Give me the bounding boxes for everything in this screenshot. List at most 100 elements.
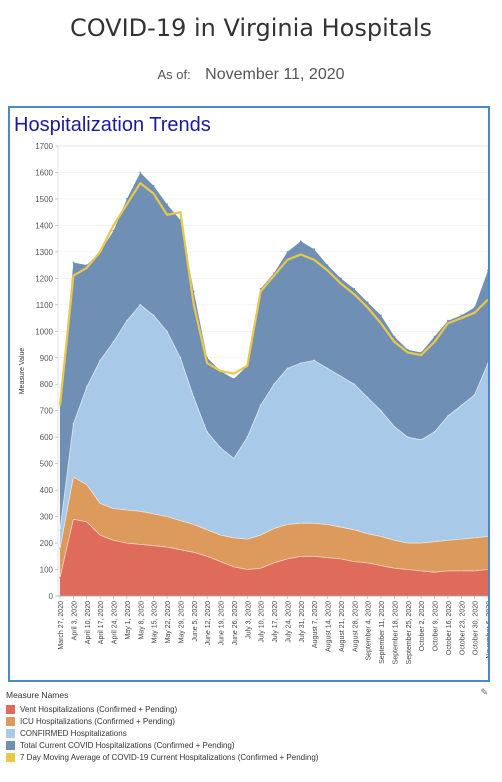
legend-label: Vent Hospitalizations (Confirmed + Pendi… [20,704,178,714]
x-tick-label: October 23, 2020 [459,601,466,655]
x-tick-label: September 11, 2020 [379,601,386,664]
y-tick-label: 900 [40,354,54,363]
x-tick-label: May 8, 2020 [138,601,145,640]
series-edge [59,304,488,530]
data-point [72,261,75,264]
y-tick-label: 1300 [35,248,53,257]
legend-swatch [6,704,15,714]
data-point [433,335,436,338]
data-point [286,251,289,253]
legend-label: CONFIRMED Hospitalizations [20,728,127,738]
x-tick-label: April 10, 2020 [85,601,92,644]
x-tick-label: October 30, 2020 [473,601,480,655]
data-point [166,203,168,206]
y-tick-label: 0 [49,592,54,601]
x-tick-label: July 3, 2020 [245,601,252,639]
x-tick-label: October 2, 2020 [419,601,426,651]
x-tick-label: July 10, 2020 [259,601,266,643]
data-point [259,288,262,290]
data-point [447,319,449,322]
legend-title: Measure Names [6,690,69,700]
data-point [487,269,488,272]
y-tick-label: 1500 [35,195,53,204]
x-tick-label: August 21, 2020 [339,601,346,652]
x-tick-label: July 31, 2020 [299,601,306,643]
as-of-date: November 11, 2020 [205,66,345,83]
legend-swatch [6,716,15,726]
y-tick-label: 1600 [35,168,53,177]
legend-swatch [6,740,15,750]
legend-label: Total Current COVID Hospitalizations (Co… [20,740,235,750]
as-of-label: As of: [157,67,191,82]
data-point [112,229,115,232]
y-tick-label: 600 [40,433,54,442]
data-point [473,306,476,309]
moving-average-line [58,182,488,406]
data-point [192,290,195,293]
y-tick-label: 400 [40,486,54,495]
y-tick-label: 1100 [36,301,54,310]
data-point [152,184,155,187]
as-of-row: As of: November 11, 2020 [0,66,502,84]
x-tick-label: June 19, 2020 [219,601,226,645]
x-tick-label: June 12, 2020 [205,601,212,645]
data-point [460,314,463,317]
x-tick-label: September 18, 2020 [392,601,399,665]
y-tick-label: 200 [40,539,54,548]
y-tick-label: 1400 [35,221,53,230]
x-tick-label: June 26, 2020 [232,601,239,645]
x-tick-label: July 17, 2020 [272,601,279,643]
legend-label: ICU Hospitalizations (Confirmed + Pendin… [20,716,175,726]
x-tick-label: October 16, 2020 [446,601,453,655]
x-tick-label: August 7, 2020 [312,601,319,648]
x-tick-label: November 6, 2020 [486,601,488,659]
x-tick-label: April 17, 2020 [98,601,105,644]
y-tick-label: 300 [40,513,54,522]
data-point [406,348,409,351]
x-tick-label: September 4, 2020 [366,601,373,661]
hospitalization-trends-panel: Hospitalization Trends 0 100 200 300 400 500 6… [8,106,490,682]
x-tick-label: March 27, 2020 [58,601,65,650]
data-point [353,288,356,290]
data-point [139,171,142,174]
data-point [340,277,342,280]
x-tick-label: May 1, 2020 [125,601,132,640]
x-tick-label: May 15, 2020 [152,601,159,644]
x-tick-label: July 24, 2020 [285,601,292,643]
data-point [233,378,235,380]
data-point [393,335,396,338]
data-point [299,240,302,243]
page-title: COVID-19 in Virginia Hospitals [69,14,433,42]
y-tick-label: 1000 [35,327,53,336]
data-point [380,314,382,317]
x-tick-label: April 24, 2020 [112,601,119,644]
y-tick-label: 700 [40,407,54,416]
legend-item[interactable]: Total Current COVID Hospitalizations (Co… [6,739,496,751]
hospitalization-chart[interactable]: 0 100 200 300 400 500 600 700 800 900 1000 1100 1200… [10,108,488,680]
panel-title: Hospitalization Trends [14,114,211,136]
y-tick-label: 800 [40,380,54,389]
y-tick-label: 100 [40,566,54,575]
area-series [60,519,488,596]
legend-item[interactable]: Vent Hospitalizations (Confirmed + Pendi… [6,703,496,715]
data-point [126,198,128,200]
y-tick-label: 500 [40,460,54,469]
data-point [366,301,369,304]
x-tick-label: August 14, 2020 [326,601,333,652]
x-tick-label: May 29, 2020 [178,601,185,644]
series-edge [59,518,488,578]
legend-swatch [6,728,15,738]
x-tick-label: June 5, 2020 [192,601,199,642]
legend-item[interactable]: 7 Day Moving Average of COVID-19 Current… [6,751,496,763]
data-point [313,248,315,251]
legend: Measure Names Vent Hospitalizations (Con… [6,690,496,763]
series-edge [59,476,488,549]
pencil-icon[interactable]: ✎ [480,687,488,697]
legend-item[interactable]: ICU Hospitalizations (Confirmed + Pendin… [6,715,496,727]
x-tick-label: April 3, 2020 [71,601,78,640]
data-point [420,351,422,354]
legend-label: 7 Day Moving Average of COVID-19 Current… [20,752,319,762]
legend-item[interactable]: CONFIRMED Hospitalizations [6,727,496,739]
y-tick-label: 1200 [35,274,53,283]
x-tick-label: August 28, 2020 [352,601,359,652]
